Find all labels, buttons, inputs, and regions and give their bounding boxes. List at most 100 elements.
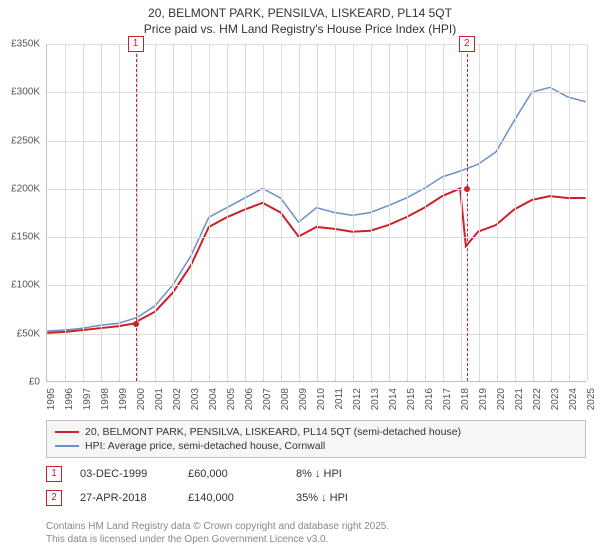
x-tick-label: 2004 — [208, 388, 219, 410]
data-point-1 — [133, 321, 139, 327]
y-tick-label: £200K — [11, 183, 40, 194]
gridline-x — [551, 44, 552, 381]
marker-line-1 — [136, 44, 137, 381]
gridline-x — [281, 44, 282, 381]
x-tick-label: 2021 — [514, 388, 525, 410]
gridline-x — [227, 44, 228, 381]
gridline-x — [245, 44, 246, 381]
x-tick-label: 2022 — [532, 388, 543, 410]
x-tick-label: 2018 — [460, 388, 471, 410]
event-delta: 8% ↓ HPI — [296, 468, 386, 480]
gridline-x — [263, 44, 264, 381]
x-tick-label: 1995 — [46, 388, 57, 410]
legend: 20, BELMONT PARK, PENSILVA, LISKEARD, PL… — [46, 420, 586, 458]
y-tick-label: £350K — [11, 39, 40, 50]
y-tick-label: £0 — [29, 377, 40, 388]
chart-title: 20, BELMONT PARK, PENSILVA, LISKEARD, PL… — [0, 0, 600, 37]
y-tick-label: £100K — [11, 280, 40, 291]
x-tick-label: 2002 — [172, 388, 183, 410]
copyright-line2: This data is licensed under the Open Gov… — [46, 533, 586, 546]
x-tick-label: 2016 — [424, 388, 435, 410]
x-tick-label: 2000 — [136, 388, 147, 410]
event-marker: 2 — [46, 490, 62, 506]
chart-area: 12 — [46, 44, 586, 382]
x-tick-label: 1999 — [118, 388, 129, 410]
x-axis-labels: 1995 1996 1997 1998 1999 2000 2001 2002 2003 2004… — [46, 384, 586, 424]
legend-label-blue: HPI: Average price, semi-detached house,… — [85, 440, 325, 452]
x-tick-label: 1998 — [100, 388, 111, 410]
gridline-x — [137, 44, 138, 381]
gridline-x — [173, 44, 174, 381]
marker-line-2 — [467, 44, 468, 381]
gridline-x — [425, 44, 426, 381]
x-tick-label: 2011 — [334, 388, 345, 410]
copyright: Contains HM Land Registry data © Crown c… — [46, 520, 586, 546]
legend-item-red: 20, BELMONT PARK, PENSILVA, LISKEARD, PL… — [55, 425, 577, 439]
x-tick-label: 2009 — [298, 388, 309, 410]
marker-box-2: 2 — [459, 36, 475, 52]
x-tick-label: 2013 — [370, 388, 381, 410]
x-tick-label: 2010 — [316, 388, 327, 410]
event-row: 1 03-DEC-1999 £60,000 8% ↓ HPI — [46, 462, 586, 486]
gridline-x — [101, 44, 102, 381]
x-tick-label: 2005 — [226, 388, 237, 410]
x-tick-label: 2003 — [190, 388, 201, 410]
gridline-x — [569, 44, 570, 381]
y-tick-label: £250K — [11, 135, 40, 146]
y-tick-label: £300K — [11, 87, 40, 98]
x-tick-label: 1997 — [82, 388, 93, 410]
y-axis-labels: £0£50K£100K£150K£200K£250K£300K£350K — [0, 44, 44, 382]
y-tick-label: £50K — [17, 328, 40, 339]
x-tick-label: 2006 — [244, 388, 255, 410]
events-table: 1 03-DEC-1999 £60,000 8% ↓ HPI 2 27-APR-2018 £… — [46, 462, 586, 510]
event-delta: 35% ↓ HPI — [296, 492, 386, 504]
legend-label-red: 20, BELMONT PARK, PENSILVA, LISKEARD, PL… — [85, 426, 461, 438]
gridline-x — [335, 44, 336, 381]
gridline-x — [317, 44, 318, 381]
gridline-x — [461, 44, 462, 381]
x-tick-label: 2019 — [478, 388, 489, 410]
gridline-x — [443, 44, 444, 381]
data-point-2 — [464, 186, 470, 192]
gridline-x — [407, 44, 408, 381]
gridline-x — [533, 44, 534, 381]
event-date: 03-DEC-1999 — [80, 468, 170, 480]
x-tick-label: 2025 — [586, 388, 597, 410]
marker-box-1: 1 — [128, 36, 144, 52]
gridline-x — [83, 44, 84, 381]
legend-swatch-blue — [55, 445, 79, 447]
x-tick-label: 2020 — [496, 388, 507, 410]
x-tick-label: 2015 — [406, 388, 417, 410]
event-price: £60,000 — [188, 468, 278, 480]
gridline-x — [497, 44, 498, 381]
copyright-line1: Contains HM Land Registry data © Crown c… — [46, 520, 586, 533]
x-tick-label: 2017 — [442, 388, 453, 410]
event-date: 27-APR-2018 — [80, 492, 170, 504]
gridline-x — [209, 44, 210, 381]
gridline-x — [119, 44, 120, 381]
legend-swatch-red — [55, 431, 79, 434]
gridline-x — [515, 44, 516, 381]
title-line1: 20, BELMONT PARK, PENSILVA, LISKEARD, PL… — [0, 6, 600, 22]
gridline-x — [299, 44, 300, 381]
gridline-x — [479, 44, 480, 381]
gridline-x — [191, 44, 192, 381]
x-tick-label: 2001 — [154, 388, 165, 410]
event-row: 227-APR-2018£140,00035% ↓ HPI — [46, 486, 586, 510]
x-tick-label: 2008 — [280, 388, 291, 410]
x-tick-label: 2012 — [352, 388, 363, 410]
gridline-x — [371, 44, 372, 381]
x-tick-label: 2023 — [550, 388, 561, 410]
x-tick-label: 2007 — [262, 388, 273, 410]
y-tick-label: £150K — [11, 232, 40, 243]
x-tick-label: 1996 — [64, 388, 75, 410]
gridline-x — [389, 44, 390, 381]
gridline-x — [353, 44, 354, 381]
x-tick-label: 2024 — [568, 388, 579, 410]
title-line2: Price paid vs. HM Land Registry's House … — [0, 22, 600, 38]
legend-item-blue: HPI: Average price, semi-detached house,… — [55, 439, 577, 453]
gridline-x — [587, 44, 588, 381]
x-tick-label: 2014 — [388, 388, 399, 410]
gridline-x — [65, 44, 66, 381]
event-marker: 1 — [46, 466, 62, 482]
